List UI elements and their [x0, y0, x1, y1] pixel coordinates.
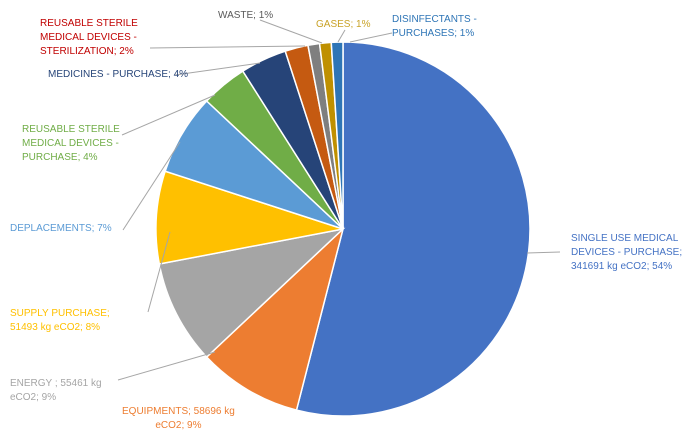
slice-label-9: WASTE; 1%: [218, 9, 273, 23]
leader-line-4: [147, 231, 171, 313]
slice-label-line: GASES; 1%: [316, 19, 371, 30]
slice-label-line: SUPPLY PURCHASE;: [10, 308, 110, 319]
slice-label-line: MEDICAL DEVICES -: [40, 32, 137, 43]
slice-label-line: PURCHASE; 4%: [22, 152, 98, 163]
slice-label-line: MEDICAL DEVICES -: [22, 138, 119, 149]
slice-label-line: 51493 kg eCO2; 8%: [10, 322, 101, 333]
leader-line-6: [121, 94, 216, 136]
slice-label-11: DISINFECTANTS - PURCHASES; 1%: [392, 13, 477, 41]
slice-label-line: STERILIZATION; 2%: [40, 46, 134, 57]
slice-label-line: REUSABLE STERILE: [40, 18, 138, 29]
slice-label-2: EQUIPMENTS; 58696 kg eCO2; 9%: [122, 405, 235, 433]
slice-label-7: MEDICINES - PURCHASE; 4%: [48, 68, 188, 82]
slice-label-line: eCO2; 9%: [155, 420, 202, 431]
slice-label-line: SINGLE USE MEDICAL: [571, 233, 679, 244]
pie-slice-2: [205, 226, 345, 412]
slice-label-4: SUPPLY PURCHASE; 51493 kg eCO2; 8%: [10, 307, 110, 335]
leader-line-8: [149, 45, 306, 49]
slice-label-line: ENERGY ; 55461 kg: [10, 378, 102, 389]
slice-label-6: REUSABLE STERILE MEDICAL DEVICES - PURCHAS…: [22, 123, 120, 165]
leader-line-5: [122, 141, 181, 231]
pie-slice-11: [330, 41, 344, 230]
leader-line-11: [349, 32, 393, 43]
slice-label-line: REUSABLE STERILE: [22, 124, 120, 135]
leader-line-9: [259, 19, 323, 44]
slice-label-3: ENERGY ; 55461 kg eCO2; 9%: [10, 377, 102, 405]
slice-label-8: REUSABLE STERILE MEDICAL DEVICES - STERILI…: [40, 17, 138, 59]
leader-line-1: [526, 251, 561, 254]
leader-line-10: [337, 29, 346, 43]
slice-label-line: WASTE; 1%: [218, 10, 274, 21]
slice-label-line: DISINFECTANTS -: [392, 14, 477, 25]
slice-label-line: eCO2; 9%: [10, 392, 57, 403]
leader-line-3: [117, 351, 216, 381]
slice-label-line: PURCHASES; 1%: [392, 28, 475, 39]
slice-label-10: GASES; 1%: [316, 18, 370, 32]
leader-line-7: [174, 62, 261, 76]
pie-slice-1: [295, 41, 531, 417]
slice-label-line: MEDICINES - PURCHASE; 4%: [48, 69, 189, 80]
slice-label-line: 341691 kg eCO2; 54%: [571, 261, 673, 272]
slice-label-1: SINGLE USE MEDICAL DEVICES - PURCHASE; 341…: [571, 232, 682, 274]
slice-label-line: DEVICES - PURCHASE;: [571, 247, 683, 258]
slice-label-5: DEPLACEMENTS; 7%: [10, 222, 112, 236]
pie-slice-4: [155, 170, 344, 265]
slice-label-line: EQUIPMENTS; 58696 kg: [122, 406, 235, 417]
slice-label-line: DEPLACEMENTS; 7%: [10, 223, 112, 234]
